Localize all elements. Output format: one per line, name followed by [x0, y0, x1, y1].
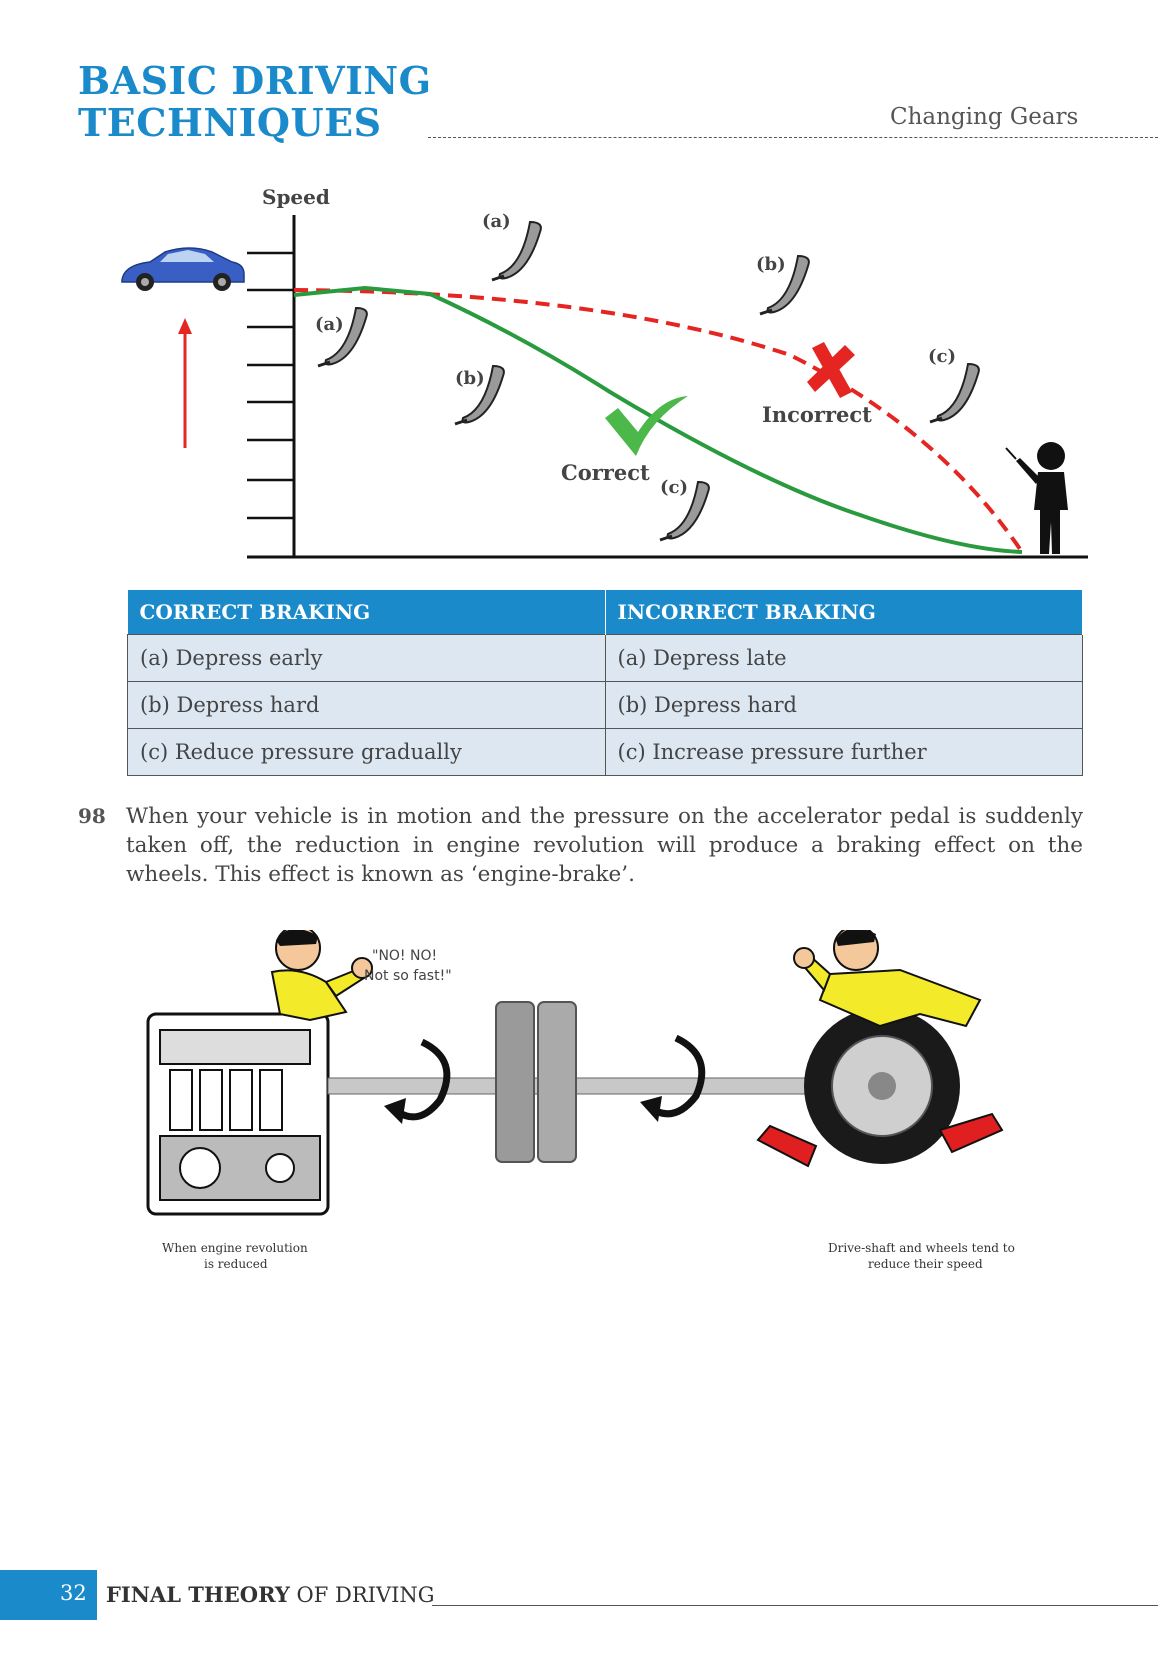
correct-pedal-b-label: (b) [455, 368, 485, 389]
page-title: BASIC DRIVING TECHNIQUES [78, 60, 432, 144]
footer-divider [432, 1605, 1158, 1606]
table-cell: (b) Depress hard [127, 681, 606, 729]
correct-pedal-a-label: (a) [315, 314, 344, 335]
speech-line-2: Not so fast!" [364, 968, 452, 984]
left-caption-line-1: When engine revolution [162, 1241, 308, 1255]
cross-icon [807, 342, 855, 398]
item-98: 98 When your vehicle is in motion and th… [78, 802, 1083, 889]
table-header: CORRECT BRAKING [127, 590, 606, 635]
section-name: Changing Gears [890, 104, 1079, 130]
item-text: When your vehicle is in motion and the p… [126, 804, 1083, 887]
table-cell: (b) Depress hard [604, 681, 1083, 729]
table-cell: (a) Depress early [127, 634, 606, 682]
pedal-icon [759, 254, 810, 316]
wheel-icon [804, 1008, 960, 1164]
speech-line-1: "NO! NO! [372, 948, 437, 964]
page-number: 32 [60, 1581, 87, 1605]
left-caption-line-2: is reduced [204, 1257, 268, 1271]
table-cell: (c) Reduce pressure gradually [127, 728, 606, 776]
rotation-arrow-icon [652, 1034, 706, 1118]
incorrect-pedal-b-label: (b) [756, 254, 786, 275]
table-header: INCORRECT BRAKING [605, 590, 1083, 635]
check-icon [605, 396, 688, 456]
y-axis-label: Speed [262, 185, 330, 209]
man-stopping-icon [270, 930, 373, 1022]
rotation-arrow-head-icon [640, 1096, 662, 1122]
pedal-icon [454, 364, 505, 426]
header-divider [428, 137, 1158, 138]
pedal-icon [929, 362, 980, 424]
pedal-icon [317, 306, 368, 368]
y-axis-ticks [247, 251, 294, 520]
book-title-rest: OF DRIVING [289, 1583, 435, 1607]
item-number: 98 [78, 804, 106, 828]
right-caption-line-2: reduce their speed [868, 1257, 983, 1271]
table-cell: (a) Depress late [604, 634, 1083, 682]
book-title: FINAL THEORY OF DRIVING [106, 1582, 435, 1607]
car-icon [121, 247, 245, 291]
book-title-bold: FINAL THEORY [106, 1582, 290, 1607]
person-silhouette-icon [1005, 442, 1068, 554]
correct-label: Correct [561, 460, 650, 485]
man-running-icon [756, 930, 1004, 1168]
braking-table: CORRECT BRAKING INCORRECT BRAKING (a) De… [127, 590, 1083, 776]
incorrect-pedal-a-label: (a) [482, 211, 511, 232]
rotation-arrow-icon [396, 1038, 451, 1121]
correct-pedal-c-label: (c) [660, 477, 688, 498]
coupling-icon [495, 1001, 577, 1163]
pedal-icon [491, 220, 542, 282]
engine-brake-illustration: "NO! NO! Not so fast!" When engine revol… [146, 930, 1015, 1271]
incorrect-pedal-c-label: (c) [928, 346, 956, 367]
table-row: (b) Depress hard (b) Depress hard [127, 681, 1083, 729]
pedal-icon [659, 480, 710, 542]
drive-shaft [327, 1077, 849, 1095]
title-line-1: BASIC DRIVING [78, 58, 432, 103]
correct-curve [293, 285, 1023, 554]
rotation-arrow-head-icon [384, 1098, 406, 1124]
table-row: (a) Depress early (a) Depress late [127, 634, 1083, 682]
incorrect-label: Incorrect [762, 402, 872, 427]
speed-arrow [178, 318, 192, 448]
footer-tab [0, 1570, 97, 1620]
engine-icon [146, 1012, 330, 1216]
incorrect-curve [293, 288, 1024, 554]
table-row: (c) Reduce pressure gradually (c) Increa… [127, 728, 1083, 776]
table-cell: (c) Increase pressure further [604, 728, 1083, 776]
title-line-2: TECHNIQUES [78, 100, 382, 145]
right-caption-line-1: Drive-shaft and wheels tend to [828, 1241, 1015, 1255]
braking-diagram: Speed (a) (b) (c) (a) (b) [121, 185, 1088, 559]
